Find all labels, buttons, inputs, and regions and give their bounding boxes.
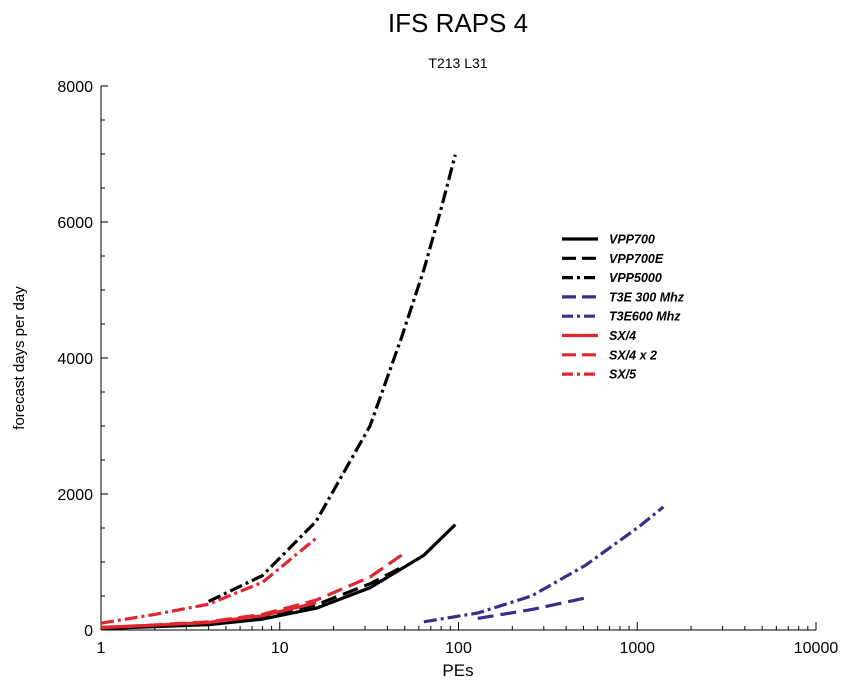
legend-label: VPP700 <box>609 233 655 247</box>
legend-label: VPP700E <box>609 252 664 266</box>
series-line-sx-5 <box>100 536 318 625</box>
legend-label: SX/4 <box>609 329 636 343</box>
x-tick-label: 1000 <box>619 640 655 657</box>
chart-title: IFS RAPS 4 <box>388 8 528 38</box>
legend-label: VPP5000 <box>609 271 662 285</box>
series-lines <box>100 154 665 631</box>
legend-label: T3E600 Mhz <box>609 310 681 324</box>
y-tick-label: 0 <box>84 623 93 640</box>
series-line-vpp700 <box>100 523 457 631</box>
y-tick-label: 4000 <box>57 351 93 368</box>
x-tick-label: 1 <box>97 640 106 657</box>
y-tick-label: 2000 <box>57 487 93 504</box>
axis-ticks: 0 2000 4000 6000 8000 1 10 100 1000 10000 <box>57 79 838 657</box>
legend: VPP700 VPP700E VPP5000 T3E 300 Mhz T3E600 Mh… <box>562 233 685 382</box>
y-axis-label: forecast days per day <box>11 286 28 430</box>
x-tick-label: 10000 <box>794 640 839 657</box>
series-line-t3e600-mhz <box>423 505 665 624</box>
legend-label: SX/4 x 2 <box>609 348 657 362</box>
x-axis-label: PEs <box>442 661 473 680</box>
series-line-t3e-300-mhz <box>477 596 586 620</box>
y-tick-label: 8000 <box>57 79 93 96</box>
x-tick-label: 10 <box>271 640 289 657</box>
legend-label: T3E 300 Mhz <box>609 290 685 304</box>
legend-label: SX/5 <box>609 368 637 382</box>
x-tick-label: 100 <box>445 640 472 657</box>
series-line-sx-4-x-2 <box>100 553 403 630</box>
chart-subtitle: T213 L31 <box>428 55 487 71</box>
series-line-vpp5000 <box>207 154 457 603</box>
y-tick-label: 6000 <box>57 215 93 232</box>
